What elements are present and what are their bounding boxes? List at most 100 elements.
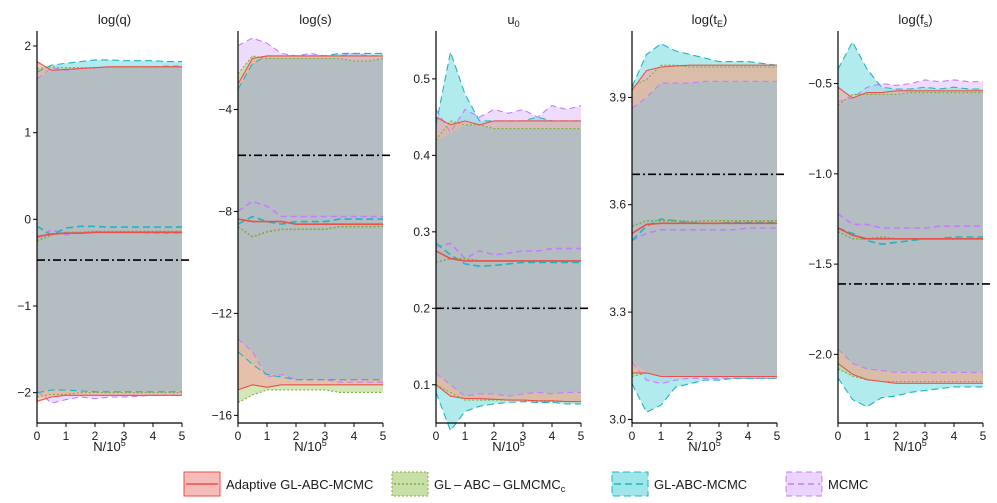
lower-line-AGL: [632, 372, 777, 378]
lower-line-AGL: [837, 362, 983, 384]
x-tick-label: 3: [322, 429, 329, 443]
upper-ribbon-GLA: [838, 42, 983, 106]
y-tick-label: −4: [218, 102, 232, 116]
x-tick-label: 2: [491, 429, 498, 443]
y-tick-label: −8: [218, 204, 232, 218]
lower-ribbon-AGL: [838, 349, 983, 384]
y-tick-label: 0.3: [413, 225, 430, 239]
panel-2: −4 −8 −12 −160 1 2 3 4 5 N/105 log(s): [212, 12, 391, 454]
x-tick-label: 4: [150, 429, 157, 443]
lower-line-MCMC: [837, 348, 983, 373]
x-tick-label: 0: [433, 429, 440, 443]
y-tick-label: 0.2: [413, 301, 430, 315]
legend-label: MCMC: [828, 477, 868, 492]
y-tick-label: 3.3: [609, 305, 626, 319]
upper-line-GLc: [837, 92, 983, 106]
y-tick-label: 0: [24, 212, 31, 226]
panel-title: log(s): [299, 12, 332, 27]
x-tick-label: 5: [578, 429, 585, 443]
legend-item: Adaptive GL-ABC-MCMC: [183, 471, 373, 497]
lower-ribbon-GLA: [436, 373, 581, 431]
upper-line-AGL: [237, 55, 383, 85]
x-tick-label: 3: [121, 429, 128, 443]
y-tick-label: −1.5: [808, 257, 832, 271]
lower-line-AGL: [36, 394, 182, 402]
upper-ribbon-MCMC: [238, 38, 383, 90]
upper-line-GLc: [631, 64, 777, 88]
median-line-GLc: [837, 230, 983, 240]
median-line-GLc: [631, 220, 777, 227]
y-tick-label: 0.1: [413, 378, 430, 392]
legend-item: GL – ABC – GLMCMCc: [391, 471, 566, 497]
interval-overlap-band: [37, 66, 182, 392]
upper-ribbon-GLA: [436, 52, 581, 141]
x-tick-label: 1: [63, 429, 70, 443]
upper-ribbon-AGL: [436, 117, 581, 141]
median-line-MCMC: [837, 212, 983, 229]
median-line-GLA: [435, 242, 581, 268]
lower-ribbon-AGL: [238, 338, 383, 390]
upper-line-GLc: [237, 55, 384, 75]
x-tick-label: 0: [835, 429, 842, 443]
lower-line-GLA: [435, 392, 581, 432]
x-tick-label: 2: [92, 429, 99, 443]
x-tick-label: 4: [951, 429, 958, 443]
y-tick-label: −2.0: [808, 347, 832, 361]
upper-line-GLA: [631, 43, 778, 87]
interval-overlap-band: [632, 81, 777, 377]
upper-line-GLA: [36, 59, 182, 73]
x-tick-label: 4: [549, 429, 556, 443]
x-axis-label: N/105: [492, 438, 524, 454]
lower-line-GLA: [237, 351, 383, 381]
y-tick-label: 3.6: [609, 198, 626, 212]
panel-3: 0.5 0.4 0.3 0.2 0.1 0 1 2 3 4 5 N/105 u0: [413, 12, 589, 454]
panel-5: −0.5 −1.0 −1.5 −2.0 0 1 2 3 4 5 N/105 log(fs): [808, 12, 991, 454]
x-tick-label: 1: [462, 429, 469, 443]
x-tick-label: 1: [264, 429, 271, 443]
legend-item: MCMC: [785, 471, 868, 497]
y-tick-label: −12: [212, 306, 233, 320]
lower-line-GLc: [36, 392, 182, 398]
y-tick-label: −0.5: [808, 77, 832, 91]
lower-ribbon-GLA: [632, 362, 777, 413]
x-tick-label: 2: [293, 429, 300, 443]
x-axis-label: N/105: [688, 438, 720, 454]
x-tick-label: 0: [34, 429, 41, 443]
y-tick-label: −1.0: [808, 167, 832, 181]
lower-line-GLA: [837, 377, 983, 408]
upper-ribbon-GLc: [436, 120, 581, 141]
y-tick-label: 3.9: [609, 90, 626, 104]
x-tick-label: 3: [716, 429, 723, 443]
x-tick-label: 1: [658, 429, 665, 443]
legend: Adaptive GL-ABC-MCMC GL – ABC – GLMCMCc GL…: [183, 471, 868, 497]
x-tick-label: 5: [380, 429, 387, 443]
x-tick-label: 2: [687, 429, 694, 443]
median-line-AGL: [631, 222, 777, 235]
legend-item: GL-ABC-MCMC: [611, 471, 747, 497]
median-line-AGL: [36, 231, 182, 238]
x-tick-label: 2: [893, 429, 900, 443]
y-tick-label: −16: [212, 408, 233, 422]
interval-overlap-band: [838, 92, 983, 373]
x-tick-label: 0: [235, 429, 242, 443]
lower-line-GLA: [631, 377, 777, 414]
x-axis-label: N/105: [294, 438, 326, 454]
y-tick-label: 0.4: [413, 148, 430, 162]
x-tick-label: 0: [629, 429, 636, 443]
panel-1: 2 1 0 −1 −2 0 1 2 3 4 5 N/105 log(q): [17, 12, 190, 454]
panel-4: 3.9 3.6 3.3 3.00 1 2 3 4 5 N/105 log(tE): [609, 12, 785, 454]
upper-line-AGL: [631, 64, 777, 91]
legend-label: GL – ABC – GLMCMCc: [434, 477, 566, 494]
panel-title: u0: [507, 12, 519, 29]
median-line-GLA: [237, 215, 383, 226]
y-tick-label: −2: [17, 386, 31, 400]
median-line-AGL: [237, 218, 383, 225]
x-tick-label: 5: [774, 429, 781, 443]
lower-ribbon-AGL: [436, 373, 581, 402]
upper-ribbon-GLc: [37, 66, 182, 79]
y-tick-label: 1: [24, 126, 31, 140]
x-tick-label: 3: [520, 429, 527, 443]
median-line-MCMC: [631, 227, 777, 242]
median-line-MCMC: [36, 228, 182, 240]
